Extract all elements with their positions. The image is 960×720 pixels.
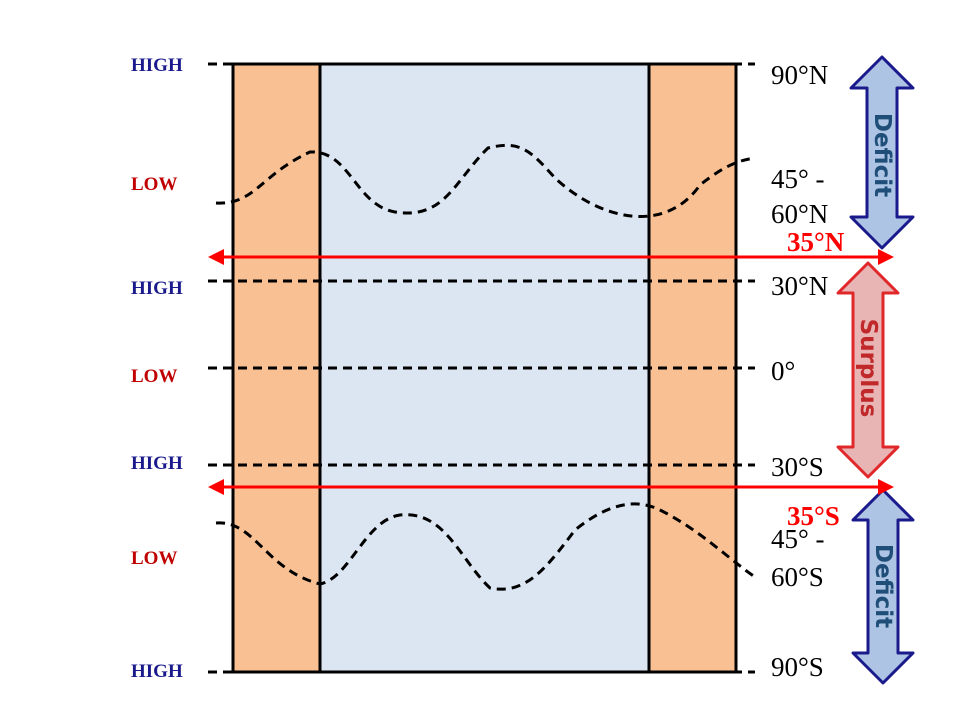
pressure-line-60s-wave: [215, 502, 756, 591]
boundary-label-35s: 35°S: [787, 501, 840, 531]
pressure-line-60n-wave: [215, 143, 756, 218]
latitude-label-60s-bottom: 60°S: [771, 562, 824, 592]
pressure-label: LOW: [131, 366, 177, 387]
latitude-label-30n: 30°N: [771, 271, 828, 301]
surplus-arrow: Surplus: [836, 261, 900, 479]
pressure-label: HIGH: [131, 55, 183, 76]
pressure-label: LOW: [131, 174, 177, 195]
latitude-label-60n-top: 45° -: [771, 164, 825, 194]
pressure-label: HIGH: [131, 453, 183, 474]
latitude-label-90n: 90°N: [771, 60, 828, 90]
boundary-arrow-35n: [208, 249, 894, 265]
pressure-label: HIGH: [131, 278, 183, 299]
latitude-label-60n-bottom: 60°N: [771, 199, 828, 229]
latitude-label-90s: 90°S: [771, 652, 824, 682]
latitude-label-equator: 0°: [771, 356, 795, 386]
deficit-label-south: Deficit: [870, 544, 896, 628]
boundary-label-35n: 35°N: [787, 227, 845, 257]
surplus-label: Surplus: [855, 319, 881, 418]
latitude-label-30s: 30°S: [771, 452, 824, 482]
deficit-label-north: Deficit: [869, 113, 895, 197]
latitude-label-60s-top: 45° -: [771, 524, 825, 554]
pressure-label: LOW: [131, 548, 177, 569]
deficit-arrow-north: Deficit: [849, 55, 915, 250]
boundary-arrow-35s: [208, 479, 894, 495]
deficit-arrow-south: Deficit: [851, 488, 915, 685]
pressure-label: HIGH: [131, 661, 183, 682]
